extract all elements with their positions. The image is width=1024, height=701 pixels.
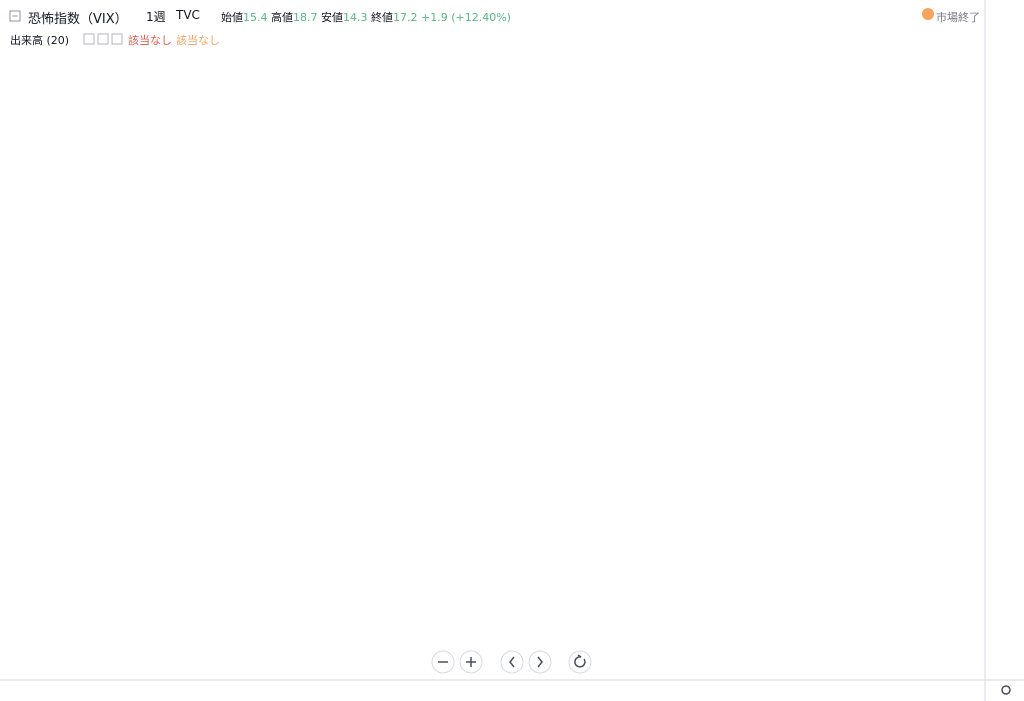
scroll-left-button[interactable] xyxy=(500,650,524,674)
status-dot xyxy=(922,8,934,20)
open-label: 始値 xyxy=(221,11,243,24)
exchange: TVC xyxy=(176,8,200,22)
close-label: 終値 xyxy=(371,11,393,24)
indicator-name: 出来高 (20) xyxy=(10,34,70,47)
control-glyphs xyxy=(438,654,586,668)
collapse-icon[interactable] xyxy=(9,10,21,22)
indicator-icon[interactable] xyxy=(83,33,95,45)
symbol-title: 恐怖指数（VIX） xyxy=(28,12,128,27)
indicator-icon[interactable] xyxy=(97,33,109,45)
high-label: 高値 xyxy=(271,11,293,24)
change: +1.9 (+12.40%) xyxy=(421,11,511,24)
low-value: 14.3 xyxy=(343,11,368,24)
reset-button[interactable] xyxy=(568,650,592,674)
legend: 始値15.4 高値18.7 安値14.3 終値17.2 +1.9 (+12.40… xyxy=(221,9,511,25)
low-label: 安値 xyxy=(321,11,343,24)
high-value: 18.7 xyxy=(293,11,318,24)
close-value: 17.2 xyxy=(393,11,418,24)
scroll-right-button[interactable] xyxy=(528,650,552,674)
settings-icon[interactable] xyxy=(1001,685,1011,695)
open-value: 15.4 xyxy=(243,11,268,24)
indicator-value: 該当なし xyxy=(128,34,172,47)
indicator-value: 該当なし xyxy=(176,34,220,47)
indicator-icon[interactable] xyxy=(111,33,123,45)
control-icons xyxy=(9,10,1011,695)
zoom-controls xyxy=(431,650,592,674)
interval[interactable]: 1週 xyxy=(146,10,166,24)
market-status: 市場終了 xyxy=(936,11,980,24)
